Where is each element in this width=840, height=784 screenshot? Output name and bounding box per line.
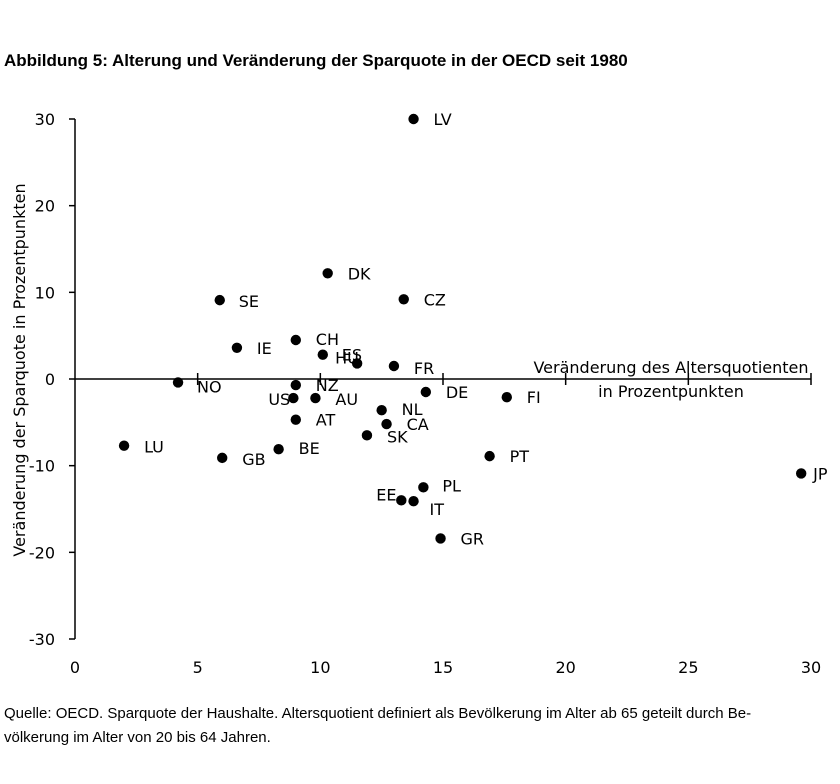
- x-tick-label: 20: [555, 658, 575, 677]
- point-label-at: AT: [316, 411, 336, 430]
- data-point-gb: [217, 452, 228, 464]
- data-point-us: [288, 392, 299, 404]
- data-point-dk: [322, 268, 333, 279]
- data-point-jp: [795, 468, 807, 479]
- data-point-au: [310, 392, 321, 404]
- data-point-it: [408, 496, 419, 507]
- x-tick-label: 10: [310, 658, 330, 677]
- point-label-fr: FR: [414, 359, 434, 378]
- data-point-se: [214, 294, 225, 306]
- point-label-fi: FI: [527, 388, 541, 407]
- point-label-cz: CZ: [424, 290, 446, 309]
- point-label-hu: HU: [335, 348, 359, 367]
- data-point-pl: [418, 482, 429, 493]
- y-axis-label: Veränderung der Sparquote in Prozentpunk…: [10, 183, 29, 556]
- data-point-nz: [290, 379, 301, 391]
- point-label-us: US: [268, 390, 290, 409]
- data-point-ie: [231, 342, 243, 353]
- data-points: [118, 113, 807, 544]
- y-tick-label: -10: [29, 457, 55, 476]
- x-tick-label: 15: [433, 658, 453, 677]
- data-point-ee: [396, 495, 407, 506]
- data-point-ch: [290, 334, 301, 346]
- y-tick-label: 20: [35, 197, 55, 216]
- point-label-ca: CA: [407, 415, 429, 434]
- point-label-dk: DK: [348, 264, 371, 283]
- point-label-ee: EE: [376, 485, 396, 504]
- data-point-cz: [398, 294, 409, 305]
- point-label-lu: LU: [144, 438, 164, 457]
- data-point-sk: [361, 430, 373, 441]
- data-point-no: [172, 377, 184, 388]
- data-point-hu: [351, 358, 363, 369]
- point-label-es: ES: [342, 346, 362, 365]
- data-point-be: [273, 444, 284, 455]
- point-label-no: NO: [197, 377, 222, 396]
- point-label-nz: NZ: [316, 376, 339, 395]
- point-label-gr: GR: [461, 529, 485, 548]
- data-point-fi: [501, 392, 512, 403]
- data-point-at: [290, 414, 301, 425]
- data-point-nl: [376, 405, 387, 416]
- point-label-be: BE: [299, 439, 320, 458]
- data-point-lu: [118, 440, 130, 451]
- point-label-sk: SK: [387, 427, 408, 446]
- data-point-es: [317, 349, 328, 360]
- data-point-lv: [408, 113, 419, 125]
- y-tick-label: -30: [29, 630, 55, 649]
- point-label-ch: CH: [316, 330, 339, 349]
- data-point-gr: [435, 533, 446, 544]
- x-axis-label-line1: Veränderung des Altersquotienten: [533, 358, 808, 377]
- source-note: Quelle: OECD. Sparquote der Haushalte. A…: [4, 702, 834, 750]
- scatter-chart: 30 20 10 0 -10 -20 -30 0 5 10 15 20 25 30 LV DK CZ SE CH I…: [10, 110, 828, 677]
- x-tick-label: 5: [193, 658, 203, 677]
- point-label-se: SE: [239, 292, 259, 311]
- point-label-it: IT: [430, 500, 445, 519]
- data-point-ca: [381, 418, 392, 430]
- point-label-pt: PT: [510, 447, 530, 466]
- point-label-lv: LV: [434, 110, 452, 129]
- source-line-1: Quelle: OECD. Sparquote der Haushalte. A…: [4, 705, 752, 722]
- source-line-2: völkerung im Alter von 20 bis 64 Jahren.: [4, 729, 271, 746]
- point-label-pl: PL: [442, 476, 461, 495]
- point-label-jp: JP: [812, 464, 828, 483]
- point-label-nl: NL: [402, 400, 423, 419]
- data-point-fr: [388, 360, 400, 372]
- y-tick-label: 10: [35, 283, 55, 302]
- data-point-de: [420, 386, 432, 398]
- point-label-ie: IE: [257, 339, 272, 358]
- ticks: 30 20 10 0 -10 -20 -30 0 5 10 15 20 25 30: [29, 110, 821, 677]
- point-label-au: AU: [335, 390, 358, 409]
- x-tick-label: 25: [678, 658, 698, 677]
- point-label-gb: GB: [242, 450, 265, 469]
- y-tick-label: 0: [45, 370, 55, 389]
- y-tick-label: 30: [35, 110, 55, 129]
- data-point-pt: [484, 450, 495, 462]
- chart-title: Abbildung 5: Alterung und Veränderung de…: [4, 51, 628, 70]
- x-axis-label-line2: in Prozentpunkten: [598, 382, 744, 401]
- x-tick-label: 30: [801, 658, 821, 677]
- x-tick-label: 0: [70, 658, 80, 677]
- point-label-de: DE: [446, 383, 468, 402]
- y-tick-label: -20: [29, 543, 55, 562]
